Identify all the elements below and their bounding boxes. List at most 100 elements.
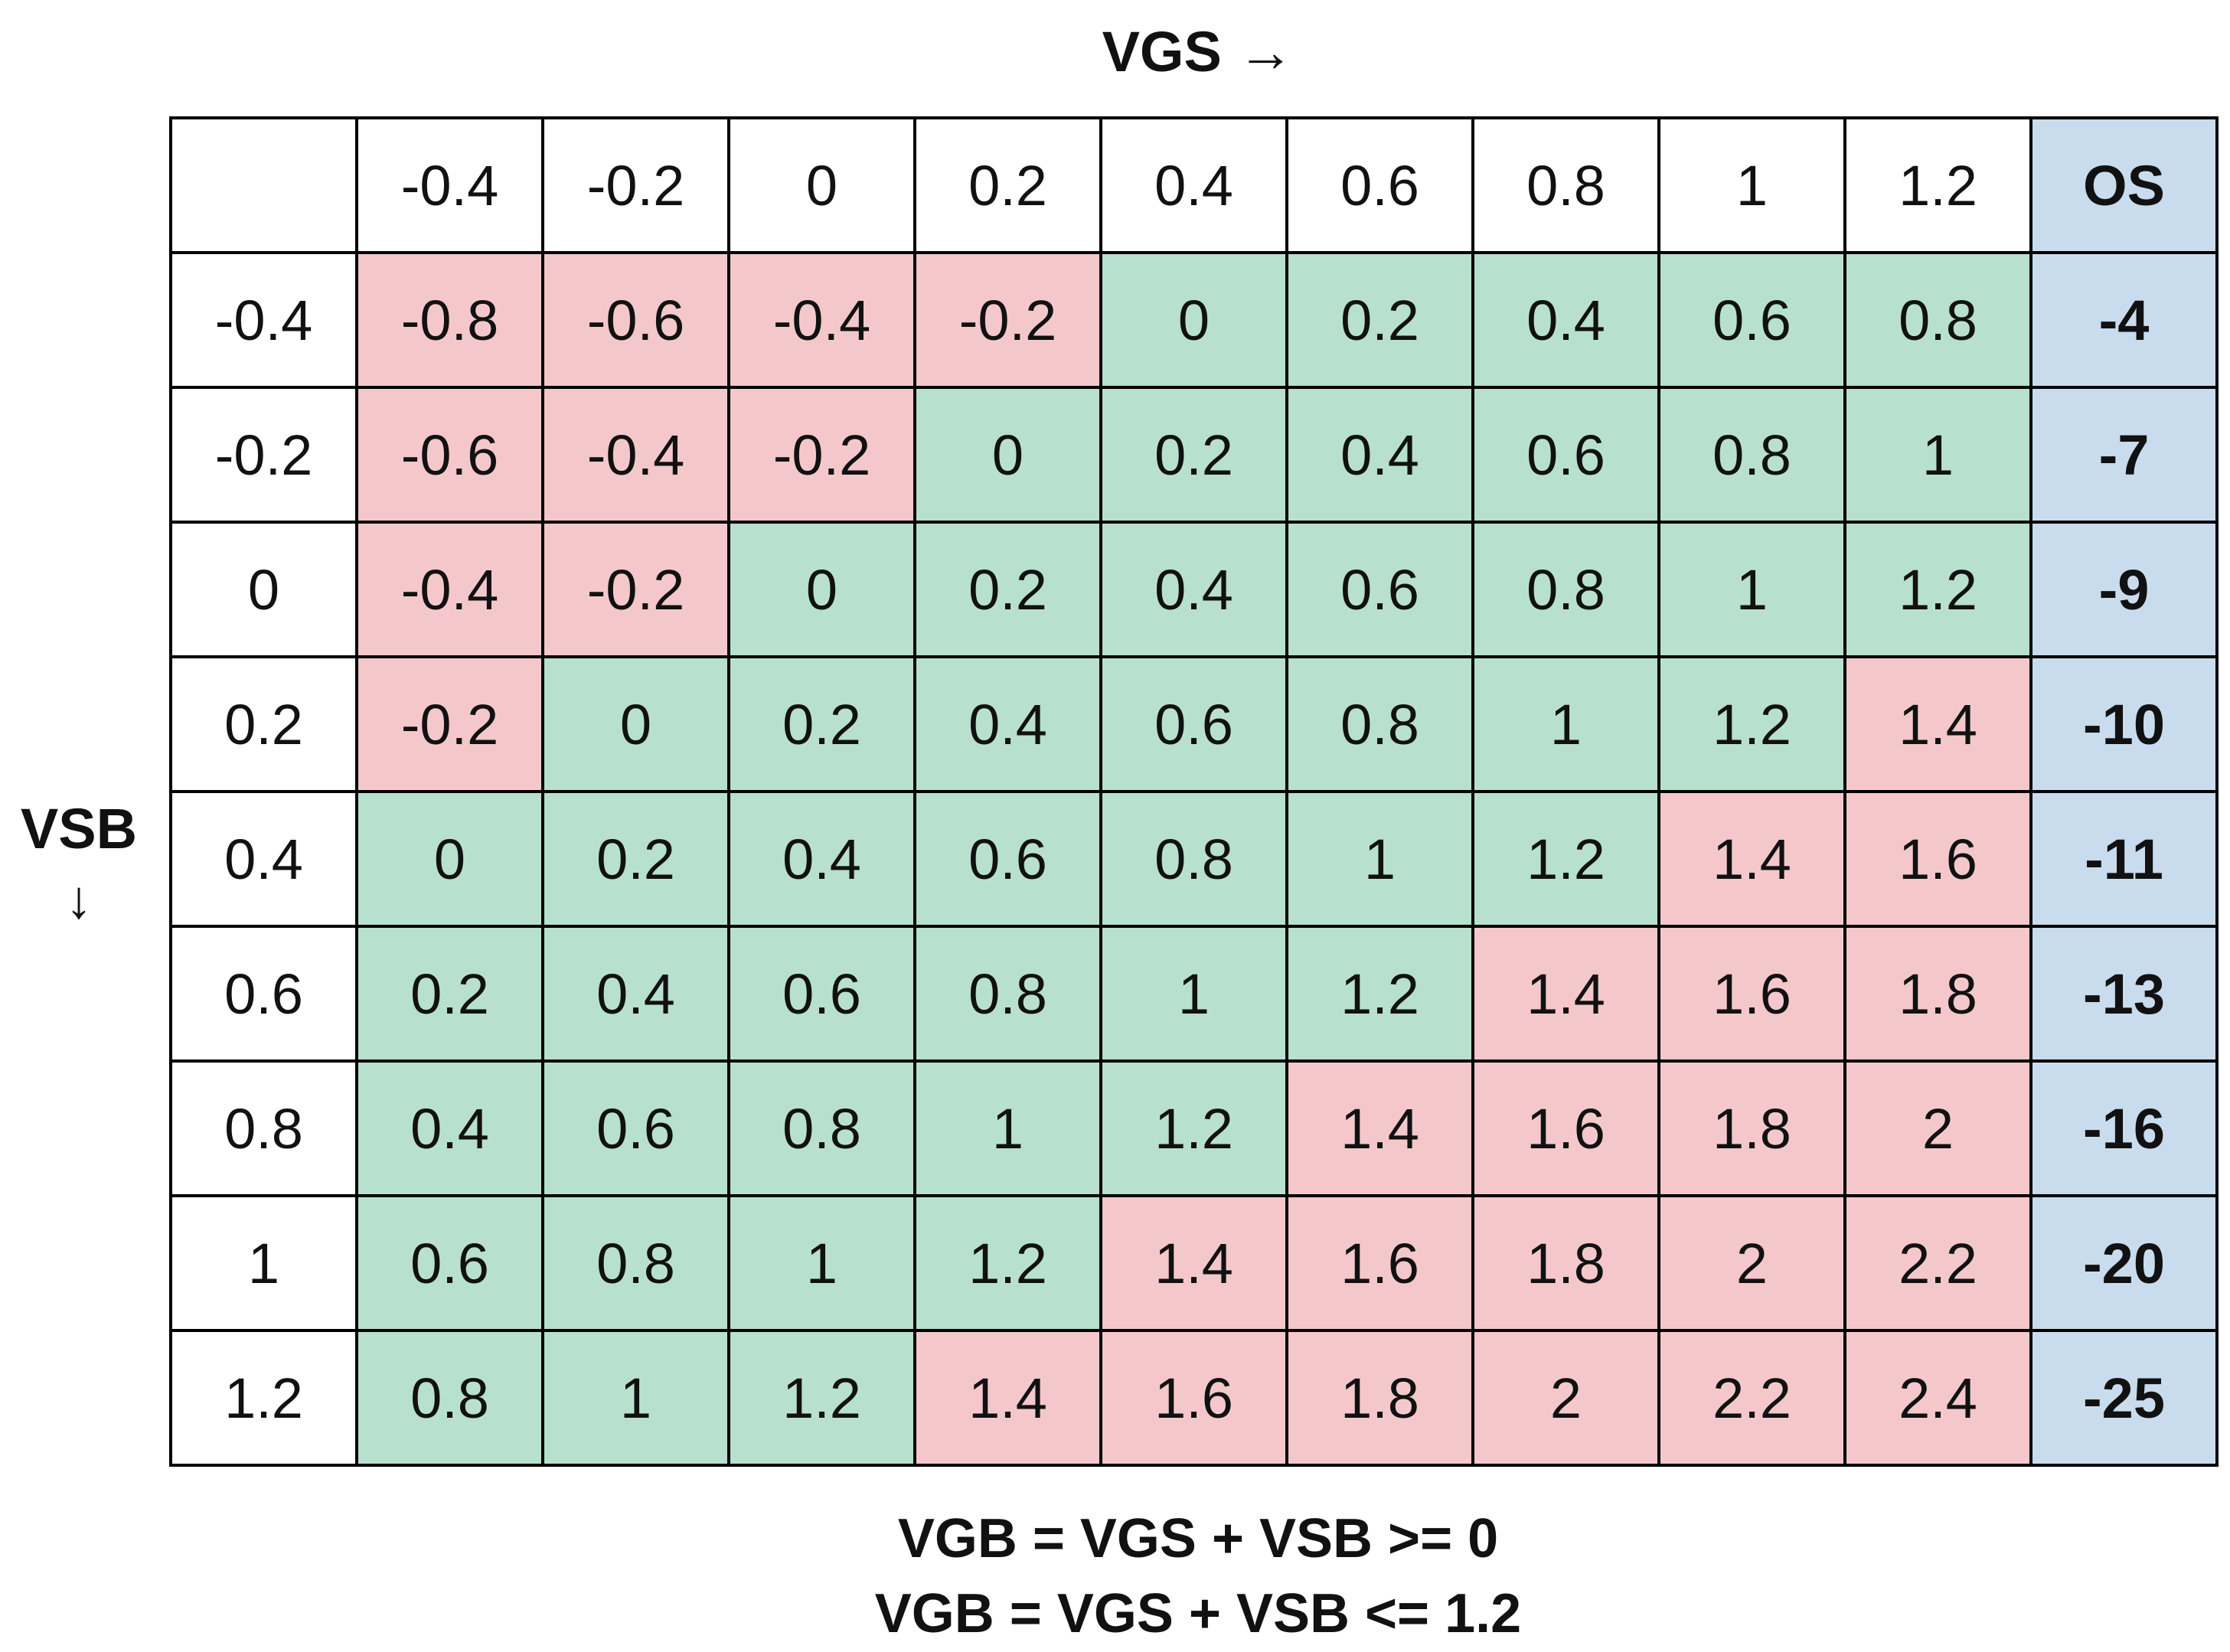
vgb-cell-invalid: -0.8 — [355, 251, 544, 389]
vgb-cell-valid: 0.6 — [727, 925, 916, 1063]
vgb-cell-invalid: -0.2 — [355, 655, 544, 793]
vgb-cell-valid: 0.8 — [727, 1059, 916, 1197]
vsb-label-cell: -0.2 — [169, 386, 358, 524]
vgb-cell-invalid: -0.6 — [355, 386, 544, 524]
table-row: -0.2 -0.6 -0.4 -0.2 0 0.2 0.4 0.6 0.8 1 -7 — [169, 386, 2219, 524]
table-row: 0.2 -0.2 0 0.2 0.4 0.6 0.8 1 1.2 1.4 -10 — [169, 655, 2219, 793]
vsb-label-cell: -0.4 — [169, 251, 358, 389]
vsb-label-cell: 0.4 — [169, 790, 358, 928]
vgs-header-cell: 0 — [727, 116, 916, 254]
vgb-cell-valid: 0.6 — [913, 790, 1102, 928]
vgb-cell-invalid: 2 — [1657, 1194, 1846, 1332]
y-axis-title: VSB — [20, 797, 138, 860]
x-axis-title: VGS → — [1102, 20, 1295, 83]
vgb-cell-valid: 1 — [1099, 925, 1288, 1063]
vgb-cell-valid: 0.2 — [1285, 251, 1474, 389]
vgb-table: -0.4 -0.2 0 0.2 0.4 0.6 0.8 1 1.2 OS -0.4 -0.8 -0.6-… — [169, 116, 2219, 1467]
vgb-cell-valid: 0.4 — [913, 655, 1102, 793]
vgb-cell-valid: 1.2 — [1843, 521, 2032, 658]
vgs-header-cell: -0.2 — [541, 116, 730, 254]
vgb-cell-invalid: 1.8 — [1657, 1059, 1846, 1197]
os-value-cell: -20 — [2029, 1194, 2219, 1332]
vgb-cell-valid: 0.8 — [1471, 521, 1660, 658]
vgb-cell-valid: 0.8 — [355, 1329, 544, 1467]
vgb-cell-valid: 1 — [1843, 386, 2032, 524]
vgb-cell-invalid: 2.2 — [1657, 1329, 1846, 1467]
vgb-cell-valid: 0.8 — [1285, 655, 1474, 793]
vgb-cell-valid: 0.4 — [541, 925, 730, 1063]
vgb-cell-valid: 0.2 — [541, 790, 730, 928]
vgb-cell-invalid: 1.6 — [1843, 790, 2032, 928]
vgs-header-cell: 1 — [1657, 116, 1846, 254]
vgb-cell-valid: 1.2 — [1657, 655, 1846, 793]
vgb-cell-invalid: 1.4 — [913, 1329, 1102, 1467]
vgb-cell-valid: 1.2 — [1285, 925, 1474, 1063]
vsb-label-cell: 0.8 — [169, 1059, 358, 1197]
vgb-cell-invalid: -0.4 — [355, 521, 544, 658]
vgb-cell-invalid: -0.2 — [727, 386, 916, 524]
vgb-cell-valid: 0.8 — [541, 1194, 730, 1332]
table-row: 0.8 0.4 0.6 0.8 1 1.2 1.4 1.6 1.8 2 -16 — [169, 1059, 2219, 1197]
vgb-cell-invalid: 1.8 — [1843, 925, 2032, 1063]
corner-cell — [169, 116, 358, 254]
vgb-cell-valid: 0.8 — [1843, 251, 2032, 389]
os-header-cell: OS — [2029, 116, 2219, 254]
header-row: -0.4 -0.2 0 0.2 0.4 0.6 0.8 1 1.2 OS — [169, 116, 2219, 254]
vgb-cell-invalid: 2 — [1843, 1059, 2032, 1197]
vgb-cell-valid: 1.2 — [913, 1194, 1102, 1332]
os-value-cell: -9 — [2029, 521, 2219, 658]
vgb-cell-valid: 1 — [541, 1329, 730, 1467]
vgb-cell-valid: 0.6 — [1657, 251, 1846, 389]
os-value-cell: -4 — [2029, 251, 2219, 389]
vgb-cell-invalid: 1.4 — [1657, 790, 1846, 928]
vgb-cell-valid: 0.8 — [913, 925, 1102, 1063]
os-value-cell: -13 — [2029, 925, 2219, 1063]
vgb-cell-valid: 0.4 — [355, 1059, 544, 1197]
os-value-cell: -11 — [2029, 790, 2219, 928]
vgb-cell-invalid: 1.6 — [1657, 925, 1846, 1063]
vgb-cell-invalid: 1.6 — [1285, 1194, 1474, 1332]
vgb-cell-invalid: -0.4 — [727, 251, 916, 389]
vsb-label-cell: 1 — [169, 1194, 358, 1332]
table-row: 0.4 0 0.2 0.4 0.6 0.8 1 1.2 1.4 1.6 -11 — [169, 790, 2219, 928]
vgb-cell-valid: 0.2 — [727, 655, 916, 793]
vgb-cell-invalid: -0.2 — [913, 251, 1102, 389]
down-arrow-icon: ↓ — [65, 870, 93, 929]
vgb-cell-invalid: 2.4 — [1843, 1329, 2032, 1467]
os-value-cell: -7 — [2029, 386, 2219, 524]
vgb-cell-invalid: -0.2 — [541, 521, 730, 658]
vgb-cell-invalid: 1.4 — [1099, 1194, 1288, 1332]
vgs-header-cell: 0.8 — [1471, 116, 1660, 254]
vgb-cell-invalid: -0.4 — [541, 386, 730, 524]
vsb-label-cell: 0.2 — [169, 655, 358, 793]
vgs-header-cell: -0.4 — [355, 116, 544, 254]
vgb-cell-valid: 0.2 — [913, 521, 1102, 658]
vgb-cell-valid: 0.2 — [355, 925, 544, 1063]
vgb-cell-valid: 1 — [1657, 521, 1846, 658]
vgb-cell-valid: 0 — [727, 521, 916, 658]
vgb-cell-valid: 1.2 — [1099, 1059, 1288, 1197]
vgb-cell-valid: 0.6 — [541, 1059, 730, 1197]
vgb-cell-valid: 1 — [1471, 655, 1660, 793]
table-row: 0 -0.4 -0.2 0 0.2 0.4 0.6 0.8 1 1.2 -9 — [169, 521, 2219, 658]
vgs-header-cell: 0.4 — [1099, 116, 1288, 254]
vgb-cell-valid: 0.4 — [727, 790, 916, 928]
vgb-cell-valid: 0.6 — [355, 1194, 544, 1332]
vgs-header-cell: 0.2 — [913, 116, 1102, 254]
os-value-cell: -10 — [2029, 655, 2219, 793]
vgb-cell-valid: 0.4 — [1099, 521, 1288, 658]
vgb-cell-valid: 1 — [1285, 790, 1474, 928]
vgb-cell-valid: 0 — [1099, 251, 1288, 389]
vgb-cell-invalid: 1.8 — [1285, 1329, 1474, 1467]
vgb-cell-invalid: 1.4 — [1843, 655, 2032, 793]
vgb-cell-valid: 0.4 — [1471, 251, 1660, 389]
vgb-cell-invalid: 2.2 — [1843, 1194, 2032, 1332]
os-value-cell: -16 — [2029, 1059, 2219, 1197]
vgb-cell-valid: 0.4 — [1285, 386, 1474, 524]
table-row: -0.4 -0.8 -0.6 -0.4 -0.2 0 0.2 0.4 0.6 0.8 -4 — [169, 251, 2219, 389]
vgb-cell-valid: 0 — [355, 790, 544, 928]
table-row: 1 0.6 0.8 1 1.2 1.4 1.6 1.8 2 2.2 -20 — [169, 1194, 2219, 1332]
vgb-cell-valid: 1.2 — [1471, 790, 1660, 928]
vgb-cell-invalid: 1.6 — [1471, 1059, 1660, 1197]
vgb-cell-valid: 1 — [913, 1059, 1102, 1197]
